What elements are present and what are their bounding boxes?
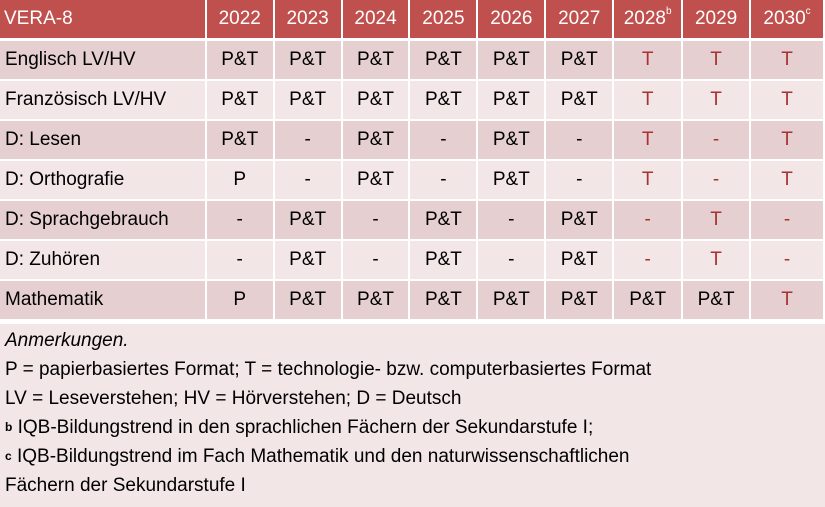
format-cell: P&T bbox=[342, 41, 409, 81]
format-cell: P&T bbox=[478, 41, 545, 81]
format-cell: P&T bbox=[410, 201, 477, 241]
format-cell: - bbox=[342, 201, 409, 241]
year-header: 2023 bbox=[274, 0, 341, 41]
format-cell: - bbox=[614, 201, 682, 241]
format-cell: T bbox=[614, 81, 682, 121]
format-cell: T bbox=[751, 121, 823, 161]
footnote-marker: c bbox=[805, 6, 811, 17]
format-cell: T bbox=[683, 81, 750, 121]
format-cell: P&T bbox=[546, 81, 613, 121]
format-cell: - bbox=[683, 161, 750, 201]
format-cell: P&T bbox=[342, 161, 409, 201]
format-cell: - bbox=[410, 121, 477, 161]
format-cell: P&T bbox=[206, 81, 273, 121]
format-cell: T bbox=[751, 281, 823, 321]
subject-cell: D: Lesen bbox=[0, 121, 205, 161]
format-cell: T bbox=[683, 241, 750, 281]
year-header: 2028b bbox=[614, 0, 682, 41]
table-row: D: Sprachgebrauch - P&T - P&T - P&T - T - bbox=[0, 201, 823, 241]
notes-line: P = papierbasiertes Format; T = technolo… bbox=[5, 359, 652, 380]
table-row: D: Orthografie P - P&T - P&T - T - T bbox=[0, 161, 823, 201]
schedule-table: VERA-8 2022 2023 2024 2025 2026 2027 2028b 2029… bbox=[0, 0, 823, 321]
format-cell: P&T bbox=[206, 121, 273, 161]
subject-cell: Französisch LV/HV bbox=[0, 81, 205, 121]
year-header: 2022 bbox=[206, 0, 273, 41]
header-row: VERA-8 2022 2023 2024 2025 2026 2027 2028b 2029… bbox=[0, 0, 823, 41]
format-cell: T bbox=[614, 161, 682, 201]
format-cell: P&T bbox=[410, 241, 477, 281]
format-cell: P&T bbox=[342, 281, 409, 321]
format-cell: - bbox=[614, 241, 682, 281]
format-cell: T bbox=[751, 81, 823, 121]
format-cell: - bbox=[274, 161, 341, 201]
footnote-c-cont: Fächern der Sekundarstufe I bbox=[5, 475, 246, 496]
year-header: 2030c bbox=[751, 0, 823, 41]
subject-cell: D: Zuhören bbox=[0, 241, 205, 281]
format-cell: T bbox=[683, 201, 750, 241]
format-cell: P&T bbox=[410, 281, 477, 321]
table-row: Mathematik P P&T P&T P&T P&T P&T P&T P&T T bbox=[0, 281, 823, 321]
format-cell: - bbox=[546, 121, 613, 161]
subject-cell: Mathematik bbox=[0, 281, 205, 321]
format-cell: T bbox=[751, 161, 823, 201]
format-cell: P&T bbox=[342, 121, 409, 161]
format-cell: P&T bbox=[478, 281, 545, 321]
format-cell: P&T bbox=[478, 161, 545, 201]
format-cell: P&T bbox=[546, 241, 613, 281]
format-cell: T bbox=[683, 41, 750, 81]
year-header: 2027 bbox=[546, 0, 613, 41]
footnote-marker: b bbox=[666, 6, 672, 17]
format-cell: - bbox=[546, 161, 613, 201]
subject-cell: D: Orthografie bbox=[0, 161, 205, 201]
table-row: D: Zuhören - P&T - P&T - P&T - T - bbox=[0, 241, 823, 281]
subject-cell: D: Sprachgebrauch bbox=[0, 201, 205, 241]
format-cell: T bbox=[614, 121, 682, 161]
format-cell: - bbox=[342, 241, 409, 281]
format-cell: - bbox=[478, 241, 545, 281]
format-cell: P&T bbox=[274, 241, 341, 281]
format-cell: P&T bbox=[478, 81, 545, 121]
format-cell: - bbox=[683, 121, 750, 161]
format-cell: - bbox=[206, 241, 273, 281]
format-cell: T bbox=[751, 41, 823, 81]
format-cell: P&T bbox=[614, 281, 682, 321]
notes-heading: Anmerkungen. bbox=[5, 330, 129, 351]
format-cell: P bbox=[206, 281, 273, 321]
format-cell: P&T bbox=[274, 81, 341, 121]
notes: Anmerkungen. P = papierbasiertes Format;… bbox=[0, 324, 825, 507]
year-header: 2029 bbox=[683, 0, 750, 41]
format-cell: - bbox=[751, 201, 823, 241]
subject-cell: Englisch LV/HV bbox=[0, 41, 205, 81]
format-cell: T bbox=[614, 41, 682, 81]
format-cell: - bbox=[478, 201, 545, 241]
format-cell: P&T bbox=[274, 201, 341, 241]
format-cell: P&T bbox=[410, 81, 477, 121]
footnote-b: b IQB-Bildungstrend in den sprachlichen … bbox=[5, 417, 594, 438]
format-cell: P&T bbox=[478, 121, 545, 161]
format-cell: P&T bbox=[410, 41, 477, 81]
format-cell: P&T bbox=[342, 81, 409, 121]
format-cell: P&T bbox=[274, 281, 341, 321]
format-cell: P&T bbox=[274, 41, 341, 81]
format-cell: P&T bbox=[683, 281, 750, 321]
table-row: Französisch LV/HV P&T P&T P&T P&T P&T P&T T T T bbox=[0, 81, 823, 121]
format-cell: P&T bbox=[546, 281, 613, 321]
year-header: 2025 bbox=[410, 0, 477, 41]
notes-line: LV = Leseverstehen; HV = Hörverstehen; D… bbox=[5, 388, 462, 409]
format-cell: - bbox=[274, 121, 341, 161]
format-cell: P&T bbox=[546, 41, 613, 81]
table-row: D: Lesen P&T - P&T - P&T - T - T bbox=[0, 121, 823, 161]
format-cell: P&T bbox=[206, 41, 273, 81]
format-cell: P bbox=[206, 161, 273, 201]
footnote-c: c IQB-Bildungstrend im Fach Mathematik u… bbox=[5, 446, 630, 467]
table-row: Englisch LV/HV P&T P&T P&T P&T P&T P&T T T T bbox=[0, 41, 823, 81]
format-cell: P&T bbox=[546, 201, 613, 241]
format-cell: - bbox=[206, 201, 273, 241]
format-cell: - bbox=[410, 161, 477, 201]
format-cell: - bbox=[751, 241, 823, 281]
year-header: 2024 bbox=[342, 0, 409, 41]
year-header: 2026 bbox=[478, 0, 545, 41]
table-title: VERA-8 bbox=[0, 0, 205, 41]
